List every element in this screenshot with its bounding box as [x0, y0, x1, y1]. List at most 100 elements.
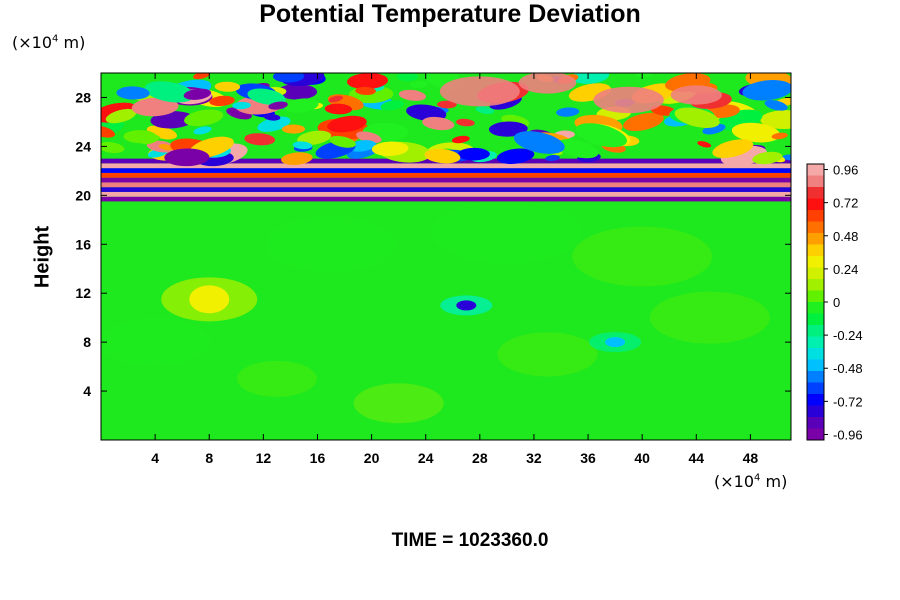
wave-stripe [101, 191, 791, 197]
wave-blob [281, 124, 306, 134]
wave-blob [623, 112, 664, 132]
wave-blob [475, 106, 495, 115]
field-patch [353, 383, 444, 424]
wave-blob [457, 147, 490, 161]
colorbar-swatch [807, 233, 824, 245]
wave-blob [437, 100, 457, 109]
wave-blob [131, 97, 179, 117]
colorbar-swatch [807, 244, 824, 257]
wave-blob [712, 139, 754, 158]
wave-stripe [101, 182, 791, 188]
field-patch [236, 360, 317, 397]
field-patch [497, 332, 598, 377]
wave-blob [496, 148, 535, 165]
colorbar-swatch [807, 210, 824, 222]
anomaly-core [456, 300, 477, 311]
colorbar-label: -0.72 [833, 394, 863, 409]
colorbar-swatch [807, 371, 824, 383]
wave-blob [209, 95, 235, 107]
colorbar-swatch [807, 267, 824, 280]
wave-stripe [101, 177, 791, 183]
y-axis-unit: (×104 m) [12, 33, 86, 52]
colorbar-swatch [807, 325, 824, 337]
field-patch [101, 318, 211, 367]
colorbar-label: -0.48 [833, 361, 863, 376]
wave-blob [183, 88, 212, 100]
anomaly-core [605, 337, 626, 348]
colorbar-label: 0 [833, 295, 840, 310]
x-tick-label: 16 [310, 450, 326, 466]
wave-blob [674, 107, 720, 128]
wave-blob [184, 109, 224, 127]
wave-blob [101, 141, 125, 154]
colorbar-swatch [807, 348, 824, 360]
x-tick-label: 32 [526, 450, 542, 466]
colorbar-swatch [807, 382, 824, 395]
wave-stripe [101, 168, 791, 173]
wave-blob [268, 101, 288, 110]
x-tick-label: 28 [472, 450, 488, 466]
field-patch [572, 226, 713, 287]
colorbar-swatch [807, 187, 824, 199]
colorbar-swatch [807, 405, 824, 418]
colorbar-swatch [807, 417, 824, 429]
wave-blob [371, 141, 409, 157]
wave-blob [193, 126, 212, 135]
wave-blob [406, 104, 447, 122]
y-tick-label: 8 [83, 334, 91, 350]
wave-blob [697, 141, 712, 148]
y-axis-ticks: 4 8 12 16 20 24 28 [75, 89, 791, 399]
plot-frame [100, 72, 792, 441]
colorbar-label: -0.24 [833, 328, 863, 343]
wave-stripe [101, 172, 791, 178]
wave-blob [263, 113, 281, 121]
colorbar-label: -0.96 [833, 427, 863, 442]
field-patch [266, 216, 396, 273]
wave-blob [456, 118, 475, 127]
wave-blob [144, 81, 195, 103]
wave-blob [396, 73, 419, 82]
y-tick-label: 20 [75, 187, 91, 203]
wave-blob [327, 115, 367, 133]
wave-blob [292, 141, 313, 150]
y-tick-label: 28 [75, 89, 91, 105]
wave-blob [513, 131, 565, 154]
wave-blob [571, 73, 610, 84]
wave-blob [101, 125, 116, 138]
x-tick-label: 8 [205, 450, 213, 466]
wave-band [101, 73, 791, 202]
wave-blob [545, 154, 560, 161]
wave-blob [488, 121, 528, 137]
wave-blob [742, 80, 791, 101]
wave-blob [105, 108, 137, 124]
colorbar-swatch [807, 290, 824, 303]
colorbar-swatch [807, 302, 824, 314]
wave-blob [556, 139, 599, 159]
colorbar-swatch [807, 336, 824, 349]
colorbar-swatch [807, 198, 824, 211]
colorbar-label: 0.72 [833, 196, 858, 211]
wave-blob [257, 116, 291, 132]
colorbar-swatch [807, 164, 824, 176]
wave-stripe [101, 196, 791, 202]
wave-blob [518, 73, 577, 94]
colorbar-swatch [807, 221, 824, 234]
wave-blob [782, 154, 791, 161]
wave-blob [760, 110, 791, 130]
wave-blob [283, 98, 319, 113]
wave-blob [356, 131, 382, 144]
wave-blob [635, 73, 654, 78]
x-axis-ticks: 4 8 12 16 20 24 28 32 36 40 44 48 [151, 73, 758, 466]
wave-blob [764, 100, 788, 111]
wave-blob [355, 86, 376, 95]
y-tick-label: 12 [75, 285, 91, 301]
wave-blob [214, 81, 241, 92]
wave-blob [140, 135, 160, 145]
field-patch [649, 291, 770, 344]
wave-blob [347, 73, 389, 90]
colorbar-label: 0.24 [833, 262, 858, 277]
colorbar-label: 0.48 [833, 229, 858, 244]
colorbar: 0.96 0.72 0.48 0.24 0 -0.24 -0.48 -0.72 -0.96 [806, 163, 863, 442]
y-tick-label: 24 [75, 138, 91, 154]
